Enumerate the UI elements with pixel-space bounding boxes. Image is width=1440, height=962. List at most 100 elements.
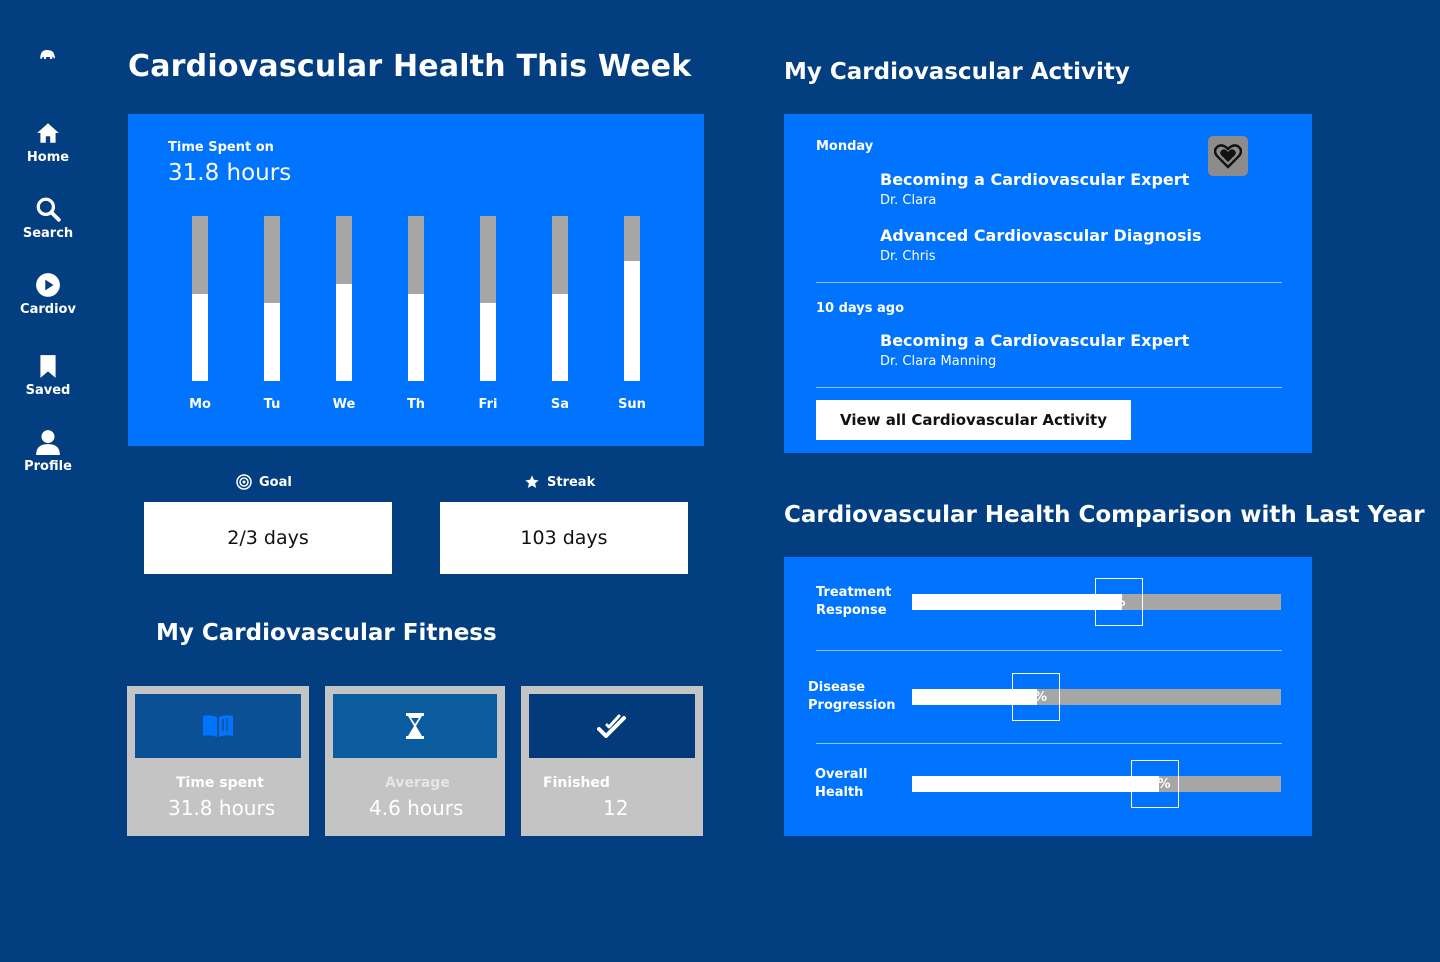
- nav-search-label: Search: [22, 226, 74, 241]
- hourglass-icon: [406, 713, 424, 739]
- day-bar-we: [336, 216, 352, 381]
- activity-divider: [816, 282, 1282, 283]
- label-line: Disease: [808, 680, 866, 695]
- comparison-divider: [816, 650, 1282, 651]
- fitness-label: Average: [385, 775, 450, 791]
- day-label: Tu: [263, 397, 281, 412]
- day-bar-sun: [624, 216, 640, 381]
- sidebar: Home Search Cardiov Saved Profile: [0, 0, 96, 962]
- streak-header: Streak: [524, 474, 595, 490]
- activity-date: Monday: [816, 139, 874, 154]
- day-label: Sun: [618, 397, 646, 412]
- target-icon: [236, 474, 252, 490]
- comparison-divider: [816, 743, 1282, 744]
- activity-course-author: Dr. Clara: [880, 193, 937, 208]
- comparison-row-label: Disease Progression: [808, 679, 896, 715]
- fitness-card-average[interactable]: Average 4.6 hours: [325, 686, 505, 836]
- fitness-card-finished[interactable]: Finished 12: [521, 686, 703, 836]
- fitness-label: Finished: [543, 775, 610, 791]
- day-bar-tu: [264, 216, 280, 381]
- double-check-icon: [597, 714, 626, 738]
- star-icon: [525, 475, 539, 488]
- day-bar-th: [408, 216, 424, 381]
- heart-icon: [1214, 144, 1242, 169]
- comparison-row-label: Treatment Response: [816, 584, 892, 620]
- day-bar-fill: [552, 293, 568, 381]
- activity-title: My Cardiovascular Activity: [784, 59, 1130, 85]
- nav-saved-label: Saved: [25, 383, 71, 398]
- nav-home[interactable]: Home: [0, 120, 96, 165]
- play-circle-icon: [36, 273, 60, 297]
- comparison-bar-treatment: %: [912, 578, 1281, 626]
- nav-profile-label: Profile: [24, 459, 72, 474]
- streak-label: Streak: [547, 474, 596, 490]
- label-line: Overall: [815, 767, 868, 782]
- day-bar-fill: [624, 260, 640, 381]
- nav-home-label: Home: [26, 150, 70, 165]
- day-bar-fill: [480, 303, 496, 381]
- fitness-icon-box: [135, 694, 301, 758]
- comparison-row-label: Overall Health: [815, 766, 867, 802]
- comparison-marker[interactable]: 2%: [1012, 673, 1060, 721]
- comparison-bar-overall: 67%: [912, 760, 1281, 808]
- day-bar-fri: [480, 216, 496, 381]
- weekly-time-chart: Time Spent on 31.8 hours Mo Tu We Th Fri Sa Su…: [128, 114, 704, 446]
- fitness-card-time-spent[interactable]: Time spent 31.8 hours: [127, 686, 309, 836]
- goal-label: Goal: [259, 474, 292, 490]
- time-spent-label: Time Spent on: [168, 140, 274, 155]
- day-bar-fill: [192, 293, 208, 381]
- label-line: Progression: [808, 698, 896, 713]
- fitness-value: 4.6 hours: [369, 796, 464, 820]
- day-label: Mo: [189, 397, 211, 412]
- day-bar-sa: [552, 216, 568, 381]
- comparison-marker[interactable]: 67%: [1131, 760, 1179, 808]
- view-all-activity-button[interactable]: View all Cardiovascular Activity: [816, 400, 1131, 440]
- day-bar-fill: [264, 303, 280, 381]
- nav-profile[interactable]: Profile: [0, 429, 96, 474]
- day-label: Th: [406, 397, 426, 412]
- label-line: Health: [815, 785, 864, 800]
- activity-course-title[interactable]: Becoming a Cardiovascular Expert: [880, 170, 1190, 189]
- comparison-bar-disease: 2%: [912, 673, 1281, 721]
- comparison-marker[interactable]: %: [1095, 578, 1143, 626]
- comparison-bar-fill: [912, 689, 1038, 705]
- nav-search[interactable]: Search: [0, 196, 96, 241]
- fitness-icon-box: [529, 694, 695, 758]
- fitness-icon-box: [333, 694, 497, 758]
- activity-date: 10 days ago: [816, 301, 905, 316]
- home-icon: [37, 123, 59, 143]
- time-spent-value: 31.8 hours: [168, 160, 292, 186]
- comparison-bar-fill: [912, 594, 1123, 610]
- week-title: Cardiovascular Health This Week: [128, 49, 692, 84]
- comparison-card: Treatment Response % Disease Progression…: [784, 557, 1312, 836]
- day-label: Sa: [550, 397, 570, 412]
- nav-cardiov[interactable]: Cardiov: [0, 272, 96, 317]
- elephant-logo-icon[interactable]: [38, 48, 58, 64]
- comparison-title: Cardiovascular Health Comparison with La…: [784, 502, 1425, 528]
- search-icon: [36, 197, 61, 222]
- activity-course-author: Dr. Chris: [880, 249, 936, 264]
- fitness-value: 31.8 hours: [168, 796, 276, 820]
- activity-card: Monday Becoming a Cardiovascular Expert …: [784, 114, 1312, 453]
- activity-course-title[interactable]: Becoming a Cardiovascular Expert: [880, 331, 1190, 350]
- activity-course-author: Dr. Clara Manning: [880, 354, 997, 369]
- user-icon: [36, 430, 60, 455]
- goal-header: Goal: [236, 474, 292, 490]
- day-label: We: [332, 397, 356, 412]
- nav-saved[interactable]: Saved: [0, 353, 96, 398]
- label-line: Treatment: [816, 585, 892, 600]
- fitness-value: 12: [603, 796, 629, 820]
- day-bar-fill: [408, 293, 424, 381]
- activity-course-title[interactable]: Advanced Cardiovascular Diagnosis: [880, 226, 1202, 245]
- bookmark-icon: [40, 355, 56, 378]
- nav-cardiov-label: Cardiov: [20, 302, 76, 317]
- fitness-title: My Cardiovascular Fitness: [156, 620, 497, 646]
- streak-value-box: 103 days: [440, 502, 688, 574]
- goal-value-box: 2/3 days: [144, 502, 392, 574]
- activity-divider: [816, 387, 1282, 388]
- label-line: Response: [816, 603, 887, 618]
- day-bar-mo: [192, 216, 208, 381]
- favorite-button[interactable]: [1208, 136, 1248, 176]
- fitness-label: Time spent: [176, 775, 264, 791]
- book-open-icon: [203, 715, 233, 737]
